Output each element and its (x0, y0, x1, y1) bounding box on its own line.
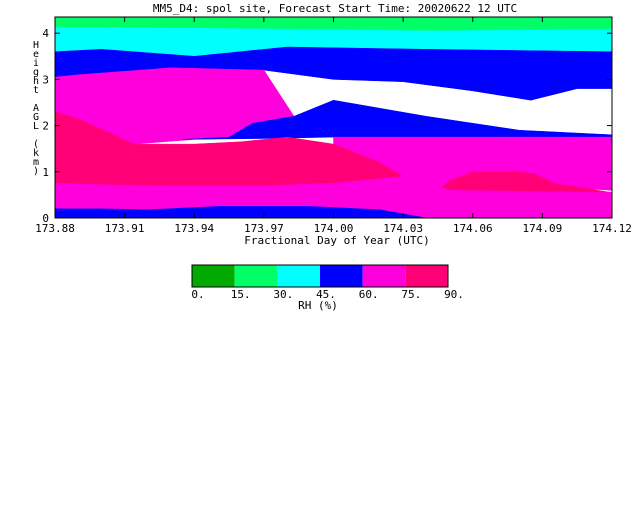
x-tick-label: 174.06 (453, 222, 493, 235)
x-tick-label: 174.09 (523, 222, 563, 235)
y-tick-label: 3 (42, 73, 49, 86)
colorbar-swatch (277, 265, 320, 287)
y-label-char: t (33, 85, 39, 96)
colorbar-tick-label: 75. (401, 288, 421, 301)
x-tick-label: 174.03 (383, 222, 423, 235)
colorbar-swatch (234, 265, 278, 287)
y-label-char: G (33, 112, 39, 123)
y-label-char: g (33, 67, 39, 78)
y-axis: 0 1 2 3 4 (42, 27, 612, 225)
y-label-char: k (33, 148, 39, 159)
colorbar-frame (191, 264, 449, 288)
colorbar-swatch (320, 265, 363, 287)
y-tick-label: 0 (42, 212, 49, 225)
colorbar-swatch (405, 265, 448, 287)
y-label-char: e (33, 49, 39, 60)
x-axis: 173.88 173.91 173.94 173.97 174.00 174.03 174.… (35, 17, 632, 235)
colorbar-tick-label: 15. (231, 288, 251, 301)
y-label-char: H (33, 40, 39, 51)
colorbar-swatch (362, 265, 406, 287)
x-tick-label: 174.00 (314, 222, 354, 235)
plot-area (54, 16, 613, 219)
y-label-char: m (33, 157, 39, 168)
chart-title: MM5_D4: spol site, Forecast Start Time: … (153, 2, 517, 15)
colorbar-swatch (192, 265, 235, 287)
y-label-char: i (33, 58, 39, 69)
colorbar-tick-label: 60. (359, 288, 379, 301)
y-tick-label: 1 (42, 166, 49, 179)
x-axis-label: Fractional Day of Year (UTC) (244, 234, 429, 247)
x-tick-label: 173.88 (35, 222, 75, 235)
colorbar-label: RH (%) (298, 299, 338, 312)
colorbar: 0. 15. 30. 45. 60. 75. 90. (191, 264, 464, 301)
x-tick-label: 174.12 (592, 222, 632, 235)
y-tick-label: 2 (42, 120, 49, 133)
rh-region-pink-right (437, 171, 613, 193)
y-label-char: L (33, 121, 39, 132)
y-label-char: ( (33, 139, 39, 150)
colorbar-tick-label: 90. (444, 288, 464, 301)
x-tick-label: 173.94 (174, 222, 214, 235)
colorbar-tick-label: 30. (273, 288, 293, 301)
x-tick-label: 173.97 (244, 222, 284, 235)
y-label-char: h (33, 76, 39, 87)
y-tick-label: 4 (42, 27, 49, 40)
y-label-char: A (33, 103, 39, 114)
colorbar-tick-label: 45. (316, 288, 336, 301)
x-tick-label: 173.91 (105, 222, 145, 235)
y-label-char: ) (33, 166, 39, 177)
colorbar-tick-label: 0. (191, 288, 204, 301)
